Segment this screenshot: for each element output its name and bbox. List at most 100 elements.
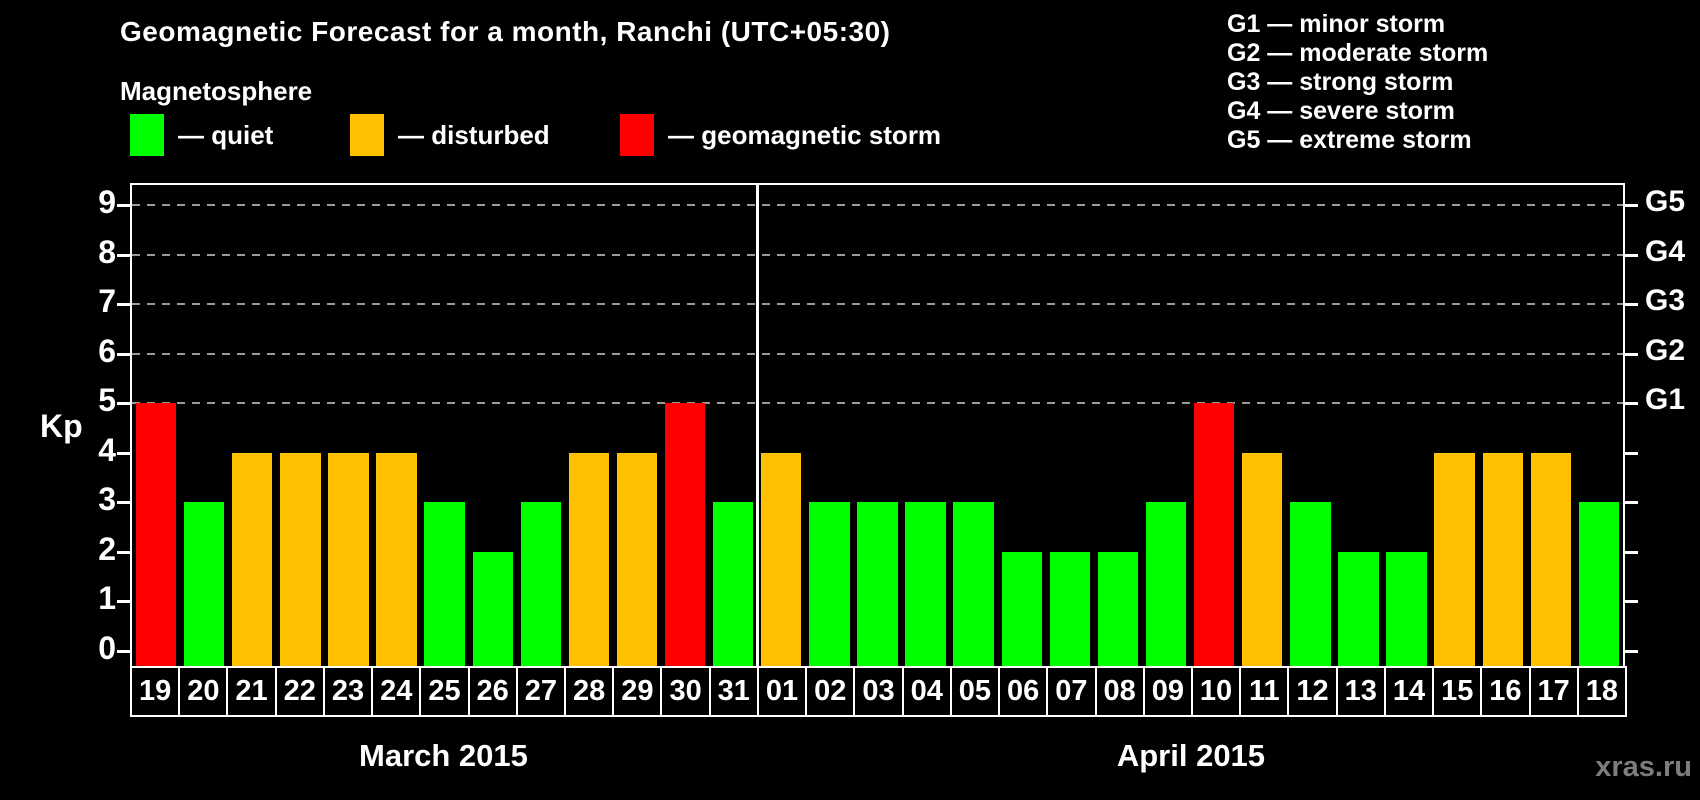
- left-tick-6: [117, 352, 130, 356]
- g3-legend-line: G3 — strong storm: [1227, 68, 1454, 96]
- left-tick-8: [117, 253, 130, 257]
- g-tick-label-G1: G1: [1645, 383, 1686, 417]
- g4-legend-line: G4 — severe storm: [1227, 97, 1455, 125]
- date-cell-apr-14: 14: [1383, 666, 1435, 717]
- date-cell-apr-16: 16: [1480, 666, 1531, 717]
- kp-bar-apr-07: [1049, 551, 1091, 666]
- gridline-kp-6: [132, 352, 1623, 355]
- y-tick-label-0: 0: [98, 630, 116, 666]
- g2-legend-line: G2 — moderate storm: [1227, 39, 1489, 67]
- date-cell-apr-01: 01: [756, 666, 808, 717]
- kp-bar-mar-24: [376, 452, 417, 666]
- kp-bar-apr-17: [1530, 452, 1572, 666]
- magnetosphere-heading: Magnetosphere: [120, 76, 313, 106]
- storm-color-swatch: [620, 114, 654, 156]
- kp-bar-mar-27: [520, 502, 561, 666]
- date-cell-mar-22: 22: [274, 666, 325, 717]
- y-tick-label-9: 9: [98, 184, 116, 220]
- date-cell-mar-29: 29: [612, 666, 663, 717]
- right-tick-3: [1625, 501, 1638, 505]
- g5-legend-line: G5 — extreme storm: [1227, 126, 1472, 154]
- date-cell-apr-08: 08: [1094, 666, 1145, 717]
- g-tick-label-G5: G5: [1645, 185, 1686, 218]
- gridline-kp-5: [132, 402, 1623, 405]
- y-tick-label-3: 3: [98, 481, 116, 518]
- kp-bar-mar-26: [472, 551, 513, 666]
- chart-title: Geomagnetic Forecast for a month, Ranchi…: [120, 16, 891, 47]
- y-tick-label-5: 5: [98, 382, 116, 419]
- right-tick-7: [1625, 303, 1638, 307]
- month-label-april: April 2015: [1116, 738, 1266, 773]
- y-tick-label-8: 8: [98, 233, 116, 270]
- date-cell-mar-21: 21: [226, 666, 277, 717]
- date-cell-mar-19: 19: [130, 666, 181, 717]
- g-tick-label-G3: G3: [1645, 284, 1686, 318]
- date-cell-apr-03: 03: [853, 666, 904, 717]
- kp-bar-mar-29: [616, 452, 658, 666]
- g1-legend-line: G1 — minor storm: [1227, 10, 1446, 38]
- legend-label-disturbed: — disturbed: [398, 119, 550, 150]
- right-tick-1: [1625, 600, 1638, 604]
- date-cell-apr-11: 11: [1239, 666, 1290, 717]
- kp-bar-apr-01: [761, 452, 802, 666]
- kp-bar-apr-04: [905, 502, 946, 666]
- kp-bar-apr-15: [1434, 452, 1475, 666]
- y-tick-label-2: 2: [98, 530, 116, 567]
- date-cell-mar-24: 24: [371, 666, 422, 717]
- kp-bar-apr-06: [1001, 551, 1042, 666]
- gridline-kp-7: [132, 303, 1623, 306]
- gridline-kp-9: [132, 204, 1623, 206]
- legend-item-disturbed: — disturbed: [350, 114, 550, 156]
- kp-bar-mar-28: [568, 452, 610, 666]
- right-tick-2: [1625, 550, 1638, 554]
- g-tick-label-G4: G4: [1645, 234, 1686, 268]
- y-tick-label-4: 4: [98, 431, 116, 468]
- kp-bar-apr-09: [1145, 502, 1187, 666]
- left-tick-7: [117, 303, 130, 307]
- g-tick-label-G2: G2: [1645, 333, 1686, 367]
- kp-bar-mar-19: [135, 403, 177, 666]
- date-cell-apr-17: 17: [1528, 666, 1579, 717]
- date-cell-mar-30: 30: [660, 666, 711, 717]
- right-tick-4: [1625, 451, 1638, 455]
- left-tick-9: [117, 204, 130, 207]
- kp-bar-apr-10: [1193, 403, 1235, 666]
- kp-bar-mar-23: [328, 452, 369, 666]
- y-tick-label-7: 7: [98, 283, 116, 320]
- right-tick-5: [1625, 402, 1638, 406]
- date-cell-apr-15: 15: [1432, 666, 1483, 717]
- kp-bar-apr-11: [1242, 452, 1283, 666]
- left-tick-1: [117, 600, 130, 604]
- kp-bar-mar-25: [424, 502, 465, 666]
- date-cell-apr-09: 09: [1142, 666, 1193, 717]
- quiet-color-swatch: [130, 114, 164, 156]
- month-label-march: March 2015: [359, 738, 528, 773]
- right-tick-9: [1625, 204, 1638, 207]
- left-tick-2: [117, 550, 130, 554]
- left-tick-4: [117, 451, 130, 455]
- kp-bar-mar-22: [280, 452, 321, 666]
- disturbed-color-swatch: [350, 114, 384, 156]
- gridline-kp-8: [132, 253, 1623, 256]
- kp-bar-apr-03: [857, 502, 898, 666]
- date-cell-apr-06: 06: [998, 666, 1049, 717]
- date-cell-apr-18: 18: [1576, 666, 1627, 717]
- kp-bar-mar-31: [713, 502, 754, 666]
- date-cell-apr-12: 12: [1287, 666, 1338, 717]
- date-cell-mar-25: 25: [419, 666, 470, 717]
- g-scale-legend: G1 — minor storm G2 — moderate storm G3 …: [1227, 10, 1488, 155]
- kp-bar-apr-12: [1290, 502, 1331, 666]
- legend-label-storm: — geomagnetic storm: [668, 119, 942, 150]
- month-separator-line: [755, 185, 759, 666]
- date-cell-mar-26: 26: [467, 666, 518, 717]
- y-tick-label-6: 6: [98, 332, 116, 369]
- date-cell-apr-04: 04: [901, 666, 952, 717]
- legend-label-quiet: — quiet: [178, 119, 274, 150]
- date-cell-apr-02: 02: [805, 666, 856, 717]
- kp-bar-apr-05: [953, 502, 994, 666]
- right-tick-0: [1625, 650, 1638, 653]
- legend-item-quiet: — quiet: [130, 114, 273, 156]
- date-cell-mar-28: 28: [564, 666, 615, 717]
- left-tick-3: [117, 501, 130, 505]
- kp-bar-apr-16: [1482, 452, 1523, 666]
